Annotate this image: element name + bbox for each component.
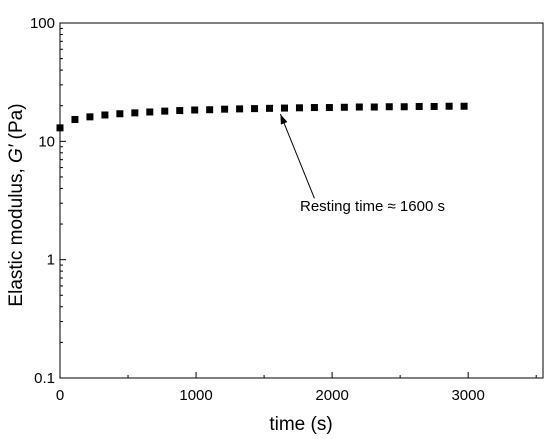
annotation-text: Resting time ≈ 1600 s bbox=[300, 198, 445, 215]
x-tick-label: 3000 bbox=[451, 387, 484, 404]
data-point-marker bbox=[71, 115, 79, 123]
data-point-marker bbox=[251, 105, 259, 113]
x-axis-title: time (s) bbox=[269, 414, 332, 435]
y-tick-label: 0.1 bbox=[34, 370, 55, 387]
data-point-marker bbox=[146, 108, 154, 116]
data-point-marker bbox=[280, 104, 288, 112]
annotation-arrow-line bbox=[279, 113, 315, 199]
data-point-marker bbox=[236, 105, 244, 113]
data-point-marker bbox=[340, 103, 348, 111]
data-point-marker bbox=[131, 109, 139, 117]
data-point-marker bbox=[161, 107, 169, 115]
data-point-marker bbox=[355, 103, 363, 111]
data-point-marker bbox=[206, 106, 214, 114]
y-axis-title: Elastic modulus, G′ (Pa) bbox=[6, 103, 27, 306]
y-tick-label: 1 bbox=[47, 252, 55, 269]
data-point-marker bbox=[176, 107, 184, 115]
data-point-marker bbox=[460, 102, 468, 110]
annotation: Resting time ≈ 1600 s bbox=[279, 113, 445, 215]
data-point-marker bbox=[86, 113, 94, 121]
x-tick-label: 0 bbox=[56, 387, 64, 404]
data-point-marker bbox=[370, 103, 378, 111]
data-point-marker bbox=[221, 105, 229, 113]
data-point-marker bbox=[116, 110, 124, 118]
data-point-marker bbox=[266, 104, 274, 112]
data-point-marker bbox=[385, 103, 393, 111]
data-point-marker bbox=[445, 102, 453, 110]
annotation-arrow-head bbox=[280, 114, 288, 125]
y-axis-title-suffix: (Pa) bbox=[6, 103, 27, 144]
y-tick-label: 100 bbox=[30, 15, 55, 32]
x-tick-label: 2000 bbox=[315, 387, 348, 404]
data-point-marker bbox=[400, 103, 408, 111]
plot-frame bbox=[59, 22, 544, 379]
data-point-marker bbox=[191, 106, 199, 114]
data-point-marker bbox=[295, 104, 303, 112]
x-axis-ticks: 0 1000 2000 3000 bbox=[56, 372, 537, 404]
data-point-marker bbox=[430, 102, 438, 110]
y-axis-ticks: 0.1 1 10 100 bbox=[30, 15, 66, 387]
data-point-marker bbox=[310, 104, 318, 112]
y-tick-label: 10 bbox=[38, 133, 55, 150]
data-point-marker bbox=[325, 104, 333, 112]
data-point-marker bbox=[415, 102, 423, 110]
y-axis-title-symbol: G′ bbox=[6, 143, 27, 163]
data-point-marker bbox=[101, 111, 109, 119]
x-tick-label: 1000 bbox=[179, 387, 212, 404]
y-axis-title-prefix: Elastic modulus, bbox=[6, 163, 27, 307]
data-points bbox=[56, 102, 468, 132]
